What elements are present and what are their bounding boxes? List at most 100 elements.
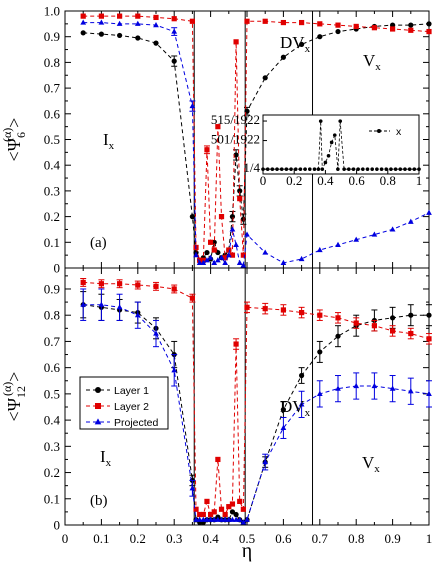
data-point bbox=[262, 458, 269, 465]
data-point bbox=[98, 301, 105, 307]
data-point bbox=[371, 25, 377, 31]
region-label-sub: x bbox=[374, 463, 380, 475]
data-point bbox=[171, 58, 177, 64]
data-point bbox=[200, 259, 207, 265]
inset-data-point bbox=[375, 167, 379, 171]
data-point bbox=[134, 312, 141, 318]
data-point bbox=[298, 401, 305, 407]
data-point bbox=[280, 407, 286, 413]
inset-data-point bbox=[417, 167, 421, 171]
data-point bbox=[215, 124, 221, 130]
data-point bbox=[240, 252, 246, 258]
data-point bbox=[215, 516, 221, 522]
y-tick-label: 0.2 bbox=[44, 465, 60, 480]
x-tick-label: 0.1 bbox=[93, 531, 109, 546]
data-point bbox=[262, 18, 268, 24]
legend-box bbox=[79, 376, 169, 430]
data-point bbox=[98, 13, 104, 19]
inset-line bbox=[263, 121, 419, 170]
inset-data-point bbox=[379, 167, 384, 171]
data-point bbox=[153, 283, 159, 289]
y-tick-label: 0.9 bbox=[44, 281, 60, 296]
data-point bbox=[236, 259, 243, 265]
series-line bbox=[83, 304, 430, 524]
x-tick-label: 0.3 bbox=[166, 531, 182, 546]
data-point bbox=[233, 511, 239, 518]
data-point bbox=[236, 516, 243, 522]
inset-data-point bbox=[389, 167, 393, 171]
data-point bbox=[390, 315, 396, 321]
data-point bbox=[229, 214, 236, 220]
y-tick-label: 0.2 bbox=[44, 209, 60, 224]
data-point bbox=[426, 390, 432, 396]
inset-data-point bbox=[284, 167, 289, 171]
y-tick-label: 0.4 bbox=[44, 158, 61, 173]
region-label-sub: x bbox=[106, 457, 112, 469]
legend-marker bbox=[94, 418, 102, 425]
data-point bbox=[208, 239, 214, 245]
x-tick-label: 0.4 bbox=[202, 531, 219, 546]
inset-data-point bbox=[347, 167, 351, 171]
data-point bbox=[211, 516, 218, 522]
data-point bbox=[353, 236, 360, 242]
y-tick-label: 0.1 bbox=[44, 491, 60, 506]
inset-data-point bbox=[365, 167, 370, 171]
data-point bbox=[244, 304, 250, 310]
series-layer-2 bbox=[80, 277, 432, 518]
legend-marker bbox=[95, 387, 101, 393]
data-point bbox=[98, 31, 104, 37]
data-point bbox=[226, 247, 232, 253]
data-point bbox=[316, 246, 323, 253]
data-point bbox=[193, 506, 199, 512]
data-point bbox=[408, 27, 414, 33]
y-tick-label: 0.8 bbox=[44, 308, 60, 323]
data-point bbox=[215, 456, 221, 463]
inset-x-tick-label: 0.6 bbox=[348, 173, 365, 188]
series-projected bbox=[80, 288, 432, 525]
data-point bbox=[390, 328, 396, 334]
data-point bbox=[389, 385, 396, 391]
inset-y-tick-label: 501/1922 bbox=[211, 132, 260, 147]
inset-x-tick-label: 0 bbox=[260, 173, 267, 188]
data-point bbox=[80, 30, 86, 36]
data-point bbox=[426, 336, 432, 342]
data-point bbox=[197, 511, 203, 518]
inset-data-point bbox=[336, 167, 340, 171]
data-point bbox=[80, 301, 87, 307]
data-point bbox=[200, 511, 206, 518]
data-point bbox=[371, 323, 377, 329]
x-axis-label: η bbox=[242, 540, 252, 562]
data-point bbox=[116, 304, 123, 310]
data-point bbox=[153, 22, 159, 28]
x-tick-label: 0.9 bbox=[384, 531, 400, 546]
inset-x-tick-label: 0.8 bbox=[380, 173, 396, 188]
data-point bbox=[390, 26, 396, 32]
y-tick-label: 1.0 bbox=[44, 4, 60, 19]
data-point bbox=[215, 257, 221, 263]
data-point bbox=[204, 516, 210, 522]
inset-legend-marker bbox=[377, 129, 381, 133]
inset-x-tick-label: 0.2 bbox=[286, 173, 302, 188]
inset-frame bbox=[262, 114, 420, 175]
data-point bbox=[153, 14, 159, 21]
region-label: Vx bbox=[362, 453, 380, 475]
y-tick-label: 0 bbox=[54, 518, 61, 533]
inset-legend-label: x bbox=[396, 126, 402, 138]
y-label-main: <Ψ bbox=[4, 397, 24, 421]
inset-data-point bbox=[332, 133, 337, 137]
region-label: Vx bbox=[363, 51, 381, 73]
data-point bbox=[229, 226, 236, 232]
region-label: Ix bbox=[103, 130, 115, 152]
data-point bbox=[298, 255, 305, 262]
data-point bbox=[335, 22, 341, 28]
data-point bbox=[229, 501, 236, 507]
data-point bbox=[262, 306, 268, 312]
data-point bbox=[389, 226, 396, 232]
region-label-sub: x bbox=[375, 61, 381, 73]
data-point bbox=[204, 249, 210, 256]
data-point bbox=[299, 372, 305, 379]
y-label-end: > bbox=[4, 118, 24, 128]
data-point bbox=[240, 216, 246, 222]
data-point bbox=[237, 196, 243, 202]
data-point bbox=[189, 214, 195, 220]
